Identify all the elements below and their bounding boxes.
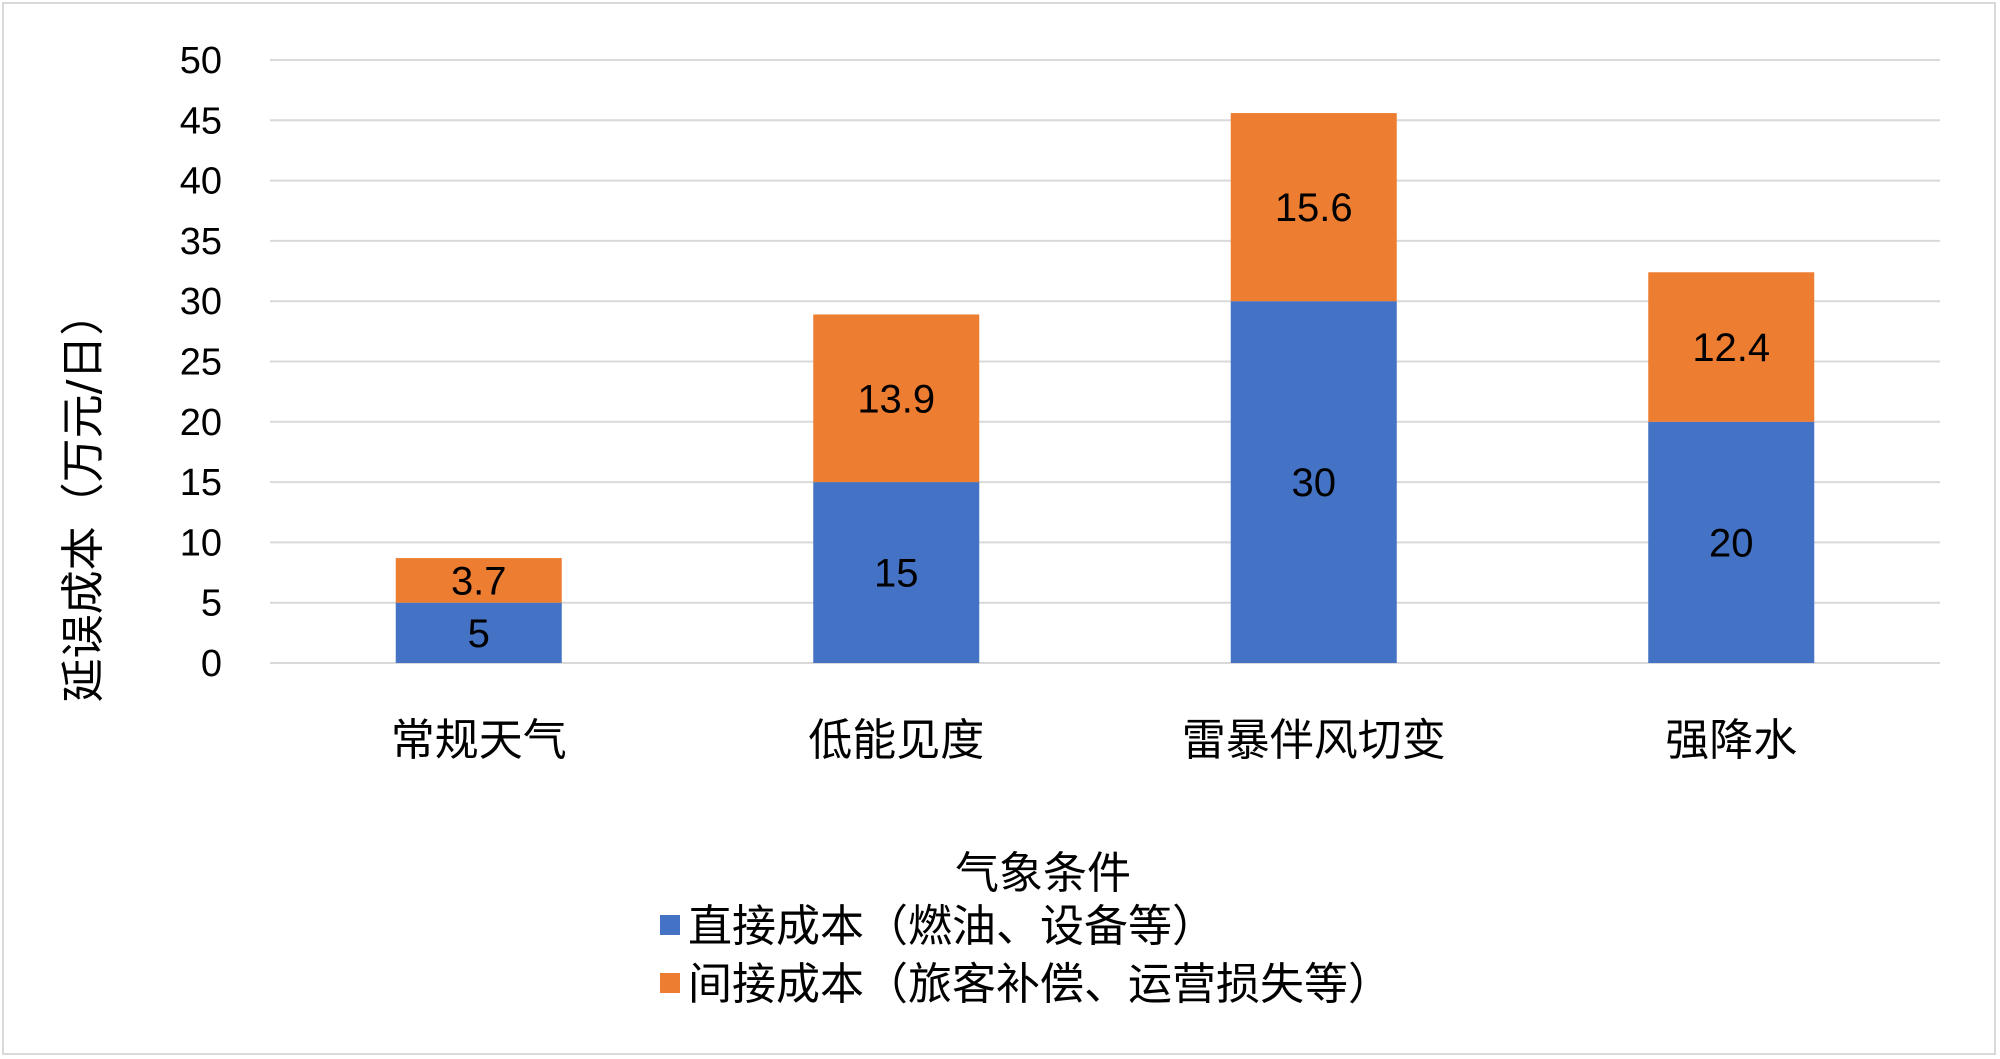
data-label: 30 bbox=[1292, 461, 1337, 505]
y-axis-ticks: 0 5 10 15 20 25 30 35 40 45 50 bbox=[180, 40, 222, 685]
y-tick-label: 15 bbox=[180, 462, 222, 504]
bar-direct bbox=[1648, 421, 1815, 663]
bar-indirect bbox=[1648, 272, 1815, 422]
data-label: 15.6 bbox=[1275, 186, 1353, 230]
y-tick-label: 45 bbox=[180, 100, 222, 142]
data-label: 15 bbox=[874, 552, 919, 596]
bars bbox=[395, 113, 1815, 663]
y-tick-label: 25 bbox=[180, 342, 222, 384]
y-tick-label: 40 bbox=[180, 161, 222, 203]
data-label: 12.4 bbox=[1692, 326, 1770, 370]
x-category-label: 常规天气 bbox=[391, 715, 567, 766]
bar-direct bbox=[813, 482, 980, 663]
y-tick-label: 10 bbox=[180, 522, 222, 564]
x-category-label: 低能见度 bbox=[808, 715, 984, 766]
data-label: 3.7 bbox=[451, 559, 507, 603]
legend-swatch bbox=[660, 973, 680, 993]
data-label: 13.9 bbox=[857, 377, 935, 421]
y-axis-title: 延误成本（万元/日） bbox=[58, 292, 109, 703]
y-tick-label: 5 bbox=[201, 583, 222, 625]
data-labels: 5 3.7 15 13.9 30 15.6 20 12.4 bbox=[451, 186, 1770, 656]
bar-indirect bbox=[1230, 113, 1397, 302]
y-tick-label: 50 bbox=[180, 40, 222, 82]
data-label: 20 bbox=[1709, 521, 1754, 565]
y-tick-label: 35 bbox=[180, 221, 222, 263]
x-category-label: 强降水 bbox=[1665, 715, 1797, 766]
x-axis-categories: 常规天气 低能见度 雷暴伴风切变 强降水 bbox=[391, 715, 1798, 766]
legend-label: 间接成本（旅客补偿、运营损失等） bbox=[688, 959, 1392, 1010]
bar-indirect bbox=[813, 314, 980, 483]
bar-indirect bbox=[395, 558, 562, 603]
legend: 直接成本（燃油、设备等） 间接成本（旅客补偿、运营损失等） bbox=[660, 901, 1392, 1010]
y-tick-label: 20 bbox=[180, 402, 222, 444]
legend-label: 直接成本（燃油、设备等） bbox=[688, 901, 1216, 952]
x-axis-title: 气象条件 bbox=[955, 848, 1131, 899]
data-label: 5 bbox=[468, 612, 490, 656]
y-tick-label: 30 bbox=[180, 281, 222, 323]
x-category-label: 雷暴伴风切变 bbox=[1182, 715, 1446, 766]
bar-direct bbox=[395, 602, 562, 663]
bar-direct bbox=[1230, 301, 1397, 663]
legend-swatch bbox=[660, 915, 680, 935]
y-tick-label: 0 bbox=[201, 643, 222, 685]
